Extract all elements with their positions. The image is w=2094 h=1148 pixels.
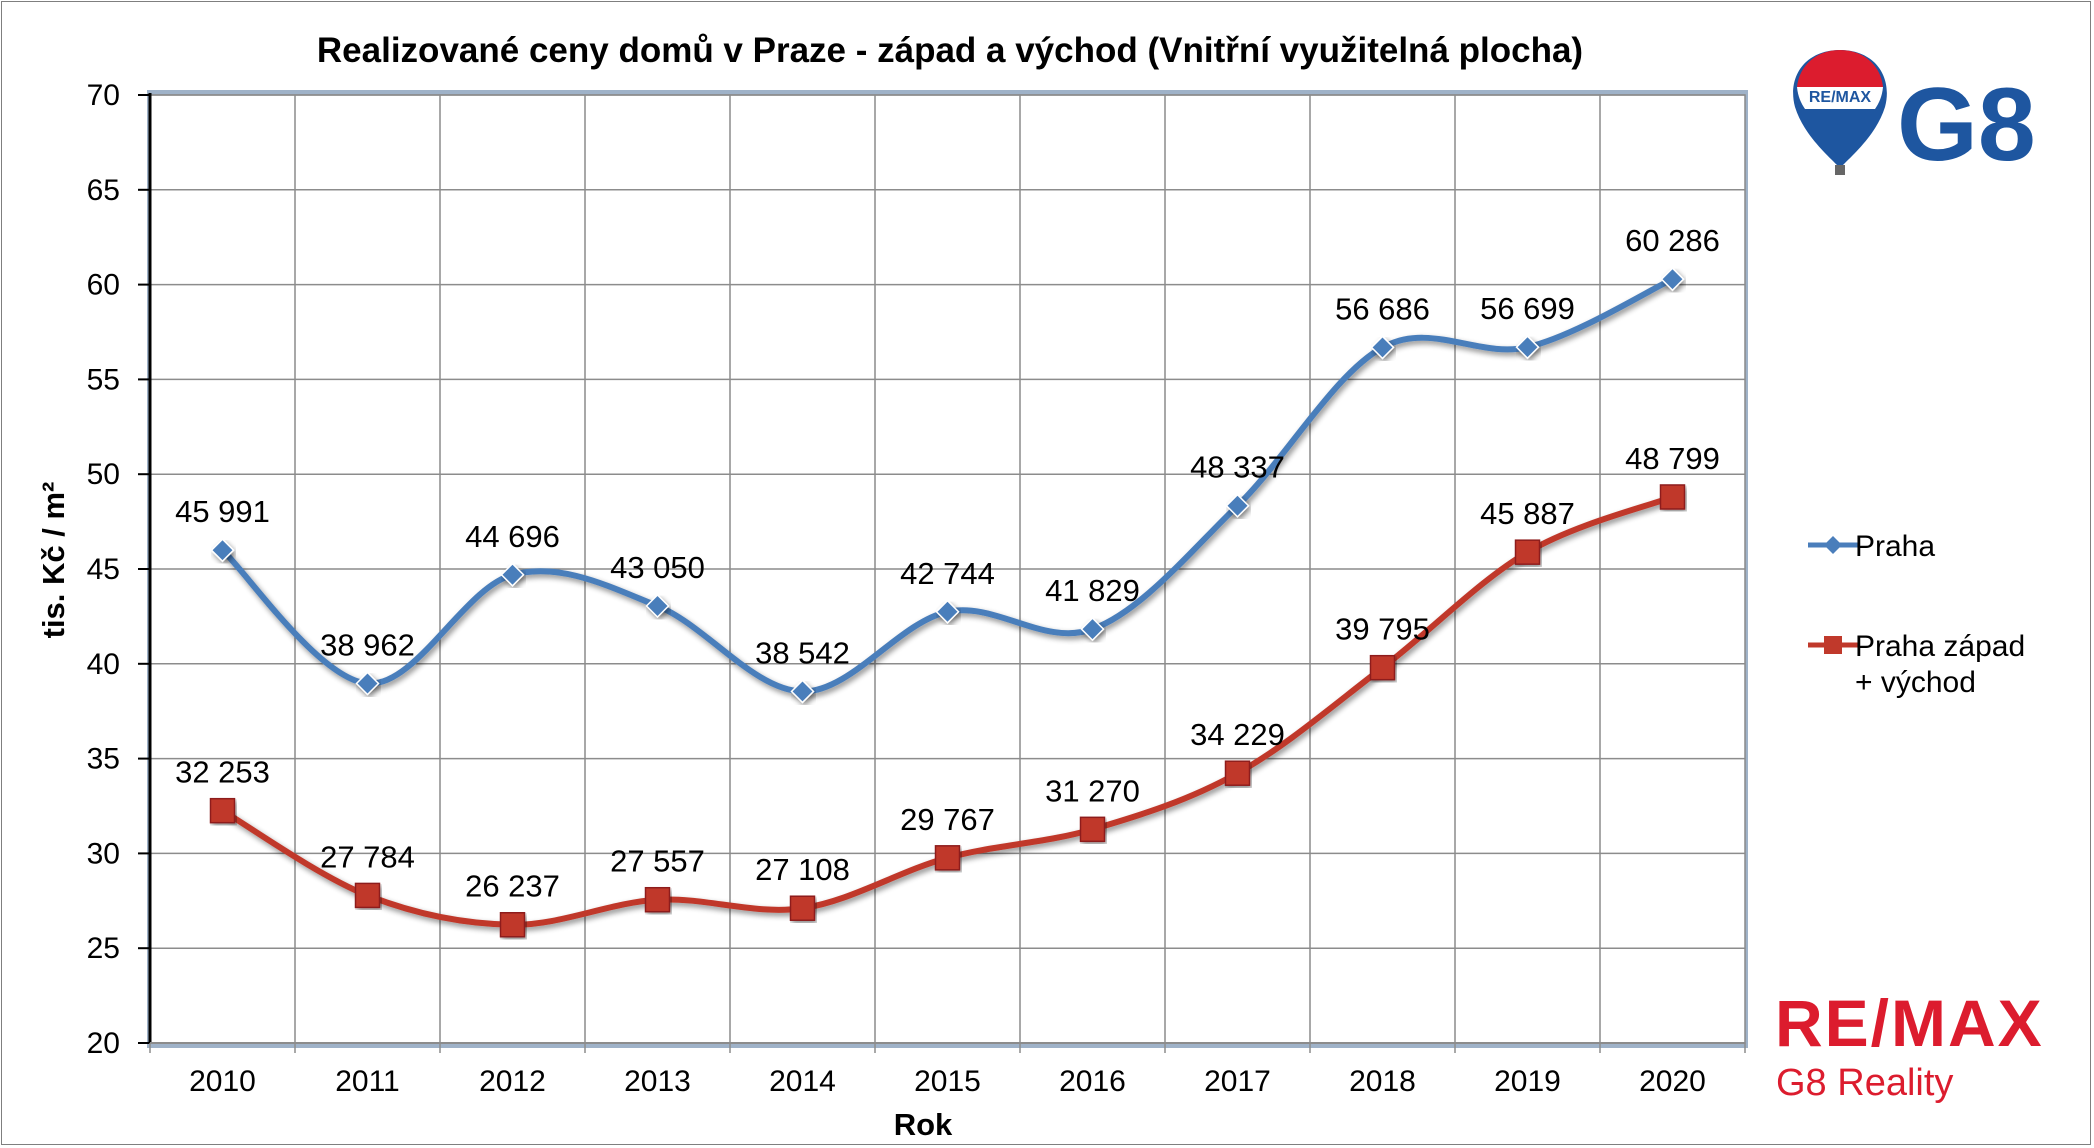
data-label-praha: 43 050 — [610, 550, 705, 585]
data-label-praha-zapad-vychod: 48 799 — [1625, 441, 1720, 476]
y-tick-label: 20 — [87, 1027, 120, 1060]
point-praha-zapad-vychod — [789, 895, 816, 921]
y-tick-label: 40 — [87, 648, 120, 681]
point-praha — [355, 671, 380, 696]
x-tick-label: 2011 — [335, 1065, 400, 1098]
data-label-praha: 38 542 — [755, 635, 850, 670]
point-praha-zapad-vychod — [644, 886, 671, 913]
x-tick-label: 2016 — [1059, 1065, 1126, 1098]
legend-label-praha-zapad-vychod: Praha západ + východ — [1855, 630, 2025, 699]
y-tick-label: 60 — [87, 269, 120, 302]
axes — [138, 93, 1746, 1053]
y-tick-label: 45 — [87, 553, 120, 586]
point-praha — [500, 562, 525, 587]
data-label-praha: 44 696 — [465, 519, 560, 554]
point-praha-zapad-vychod — [1659, 484, 1686, 510]
point-praha-zapad-vychod — [934, 845, 961, 871]
data-label-praha: 56 686 — [1335, 291, 1430, 326]
g8-logo-text: G8 — [1897, 67, 2036, 180]
data-label-praha-zapad-vychod: 32 253 — [175, 755, 270, 790]
data-label-praha: 48 337 — [1190, 450, 1285, 485]
point-praha — [1225, 493, 1250, 518]
data-label-praha-zapad-vychod: 31 270 — [1045, 773, 1140, 808]
point-praha — [210, 538, 235, 563]
point-praha-zapad-vychod — [1369, 654, 1396, 681]
legend-label-praha: Praha — [1855, 530, 1935, 563]
x-tick-label: 2019 — [1494, 1065, 1561, 1098]
point-praha — [1515, 335, 1540, 360]
y-tick-label: 70 — [87, 79, 120, 112]
y-tick-label: 25 — [87, 932, 120, 965]
data-label-praha-zapad-vychod: 29 767 — [900, 802, 995, 837]
data-label-praha-zapad-vychod: 39 795 — [1335, 612, 1430, 647]
point-praha-zapad-vychod — [354, 882, 381, 909]
point-praha — [935, 599, 960, 624]
y-tick-label: 55 — [87, 363, 120, 396]
x-tick-label: 2013 — [624, 1065, 691, 1098]
y-tick-label: 50 — [87, 458, 120, 491]
x-tick-label: 2010 — [189, 1065, 256, 1098]
point-praha — [790, 679, 815, 704]
x-axis-title: Rok — [894, 1107, 953, 1142]
chart-title: Realizované ceny domů v Praze - západ a … — [317, 31, 1583, 70]
g8-reality-text: G8 Reality — [1776, 1062, 1954, 1104]
point-praha — [1370, 335, 1395, 360]
data-label-praha-zapad-vychod: 27 108 — [755, 852, 850, 887]
y-axis-title: tis. Kč / m² — [36, 482, 71, 639]
remax-balloon-icon: RE/MAX — [1793, 50, 1887, 175]
data-label-praha-zapad-vychod: 26 237 — [465, 869, 560, 904]
data-label-praha-zapad-vychod: 27 784 — [320, 839, 415, 874]
y-tick-label: 65 — [87, 174, 120, 207]
remax-brand-text: RE/MAX — [1775, 986, 2044, 1060]
point-praha-zapad-vychod — [1224, 760, 1251, 786]
x-tick-label: 2014 — [769, 1065, 836, 1098]
remax-g8-logo: RE/MAX G8 — [1793, 50, 2036, 180]
x-tick-label: 2015 — [914, 1065, 981, 1098]
series-layer — [209, 267, 1686, 938]
data-label-praha: 41 829 — [1045, 573, 1140, 608]
data-label-praha: 56 699 — [1480, 291, 1575, 326]
y-tick-label: 30 — [87, 837, 120, 870]
point-praha-zapad-vychod — [1514, 539, 1541, 565]
legend: Praha Praha západ + východ — [1808, 530, 2025, 699]
x-tick-label: 2012 — [479, 1065, 546, 1098]
data-label-praha-zapad-vychod: 27 557 — [610, 844, 705, 879]
point-praha — [1660, 267, 1685, 292]
x-tick-label: 2018 — [1349, 1065, 1416, 1098]
x-tick-label: 2017 — [1204, 1065, 1271, 1098]
point-praha — [645, 593, 670, 619]
data-label-praha: 42 744 — [900, 556, 995, 591]
point-praha-zapad-vychod — [1079, 816, 1106, 843]
point-praha-zapad-vychod — [209, 797, 236, 824]
y-tick-label: 35 — [87, 743, 120, 776]
data-labels: 45 991 38 962 44 696 43 050 38 542 42 744 41 8… — [175, 223, 1720, 904]
y-tick-labels: 20 25 30 35 40 45 50 55 60 65 70 — [87, 79, 120, 1060]
data-label-praha: 38 962 — [320, 627, 415, 662]
data-label-praha: 45 991 — [175, 494, 270, 529]
legend-marker-praha — [1824, 536, 1842, 554]
point-praha — [1080, 617, 1105, 642]
data-label-praha: 60 286 — [1625, 223, 1720, 258]
legend-marker-praha-zapad-vychod — [1824, 636, 1842, 654]
data-label-praha-zapad-vychod: 34 229 — [1190, 717, 1285, 752]
point-praha-zapad-vychod — [499, 911, 526, 938]
balloon-text: RE/MAX — [1809, 89, 1872, 106]
x-tick-labels: 2010 2011 2012 2013 2014 2015 2016 2017 2018 2019… — [189, 1065, 1706, 1098]
x-tick-label: 2020 — [1639, 1065, 1706, 1098]
data-label-praha-zapad-vychod: 45 887 — [1480, 496, 1575, 531]
